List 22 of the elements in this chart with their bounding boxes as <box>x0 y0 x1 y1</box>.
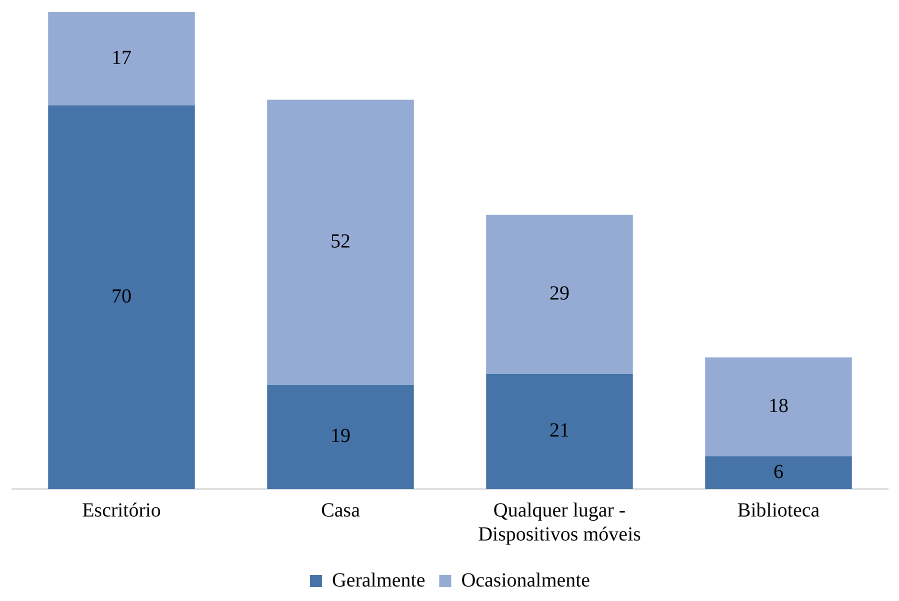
x-tick-label: Biblioteca <box>737 499 820 522</box>
bar <box>486 214 633 374</box>
data-label: 19 <box>330 425 350 448</box>
data-label: 21 <box>550 420 570 442</box>
x-tick-label: Qualquer lugar - Dispositivos móveis <box>478 499 642 546</box>
data-label: 70 <box>112 285 132 308</box>
bar <box>705 456 852 489</box>
x-tick-label: Escritório <box>82 499 161 522</box>
data-label: 17 <box>112 46 132 69</box>
bar <box>48 105 195 489</box>
x-tick-label: Casa <box>321 499 360 522</box>
bar <box>48 12 195 106</box>
legend-label: Ocasionalmente <box>461 569 590 592</box>
legend-label: Geralmente <box>332 569 426 592</box>
bar <box>705 357 852 456</box>
data-label: 18 <box>768 395 788 418</box>
bar <box>267 384 414 489</box>
bar <box>486 374 633 489</box>
data-label: 29 <box>550 282 570 305</box>
data-label: 6 <box>774 460 784 483</box>
data-label: 52 <box>330 230 350 253</box>
bar <box>267 100 414 385</box>
